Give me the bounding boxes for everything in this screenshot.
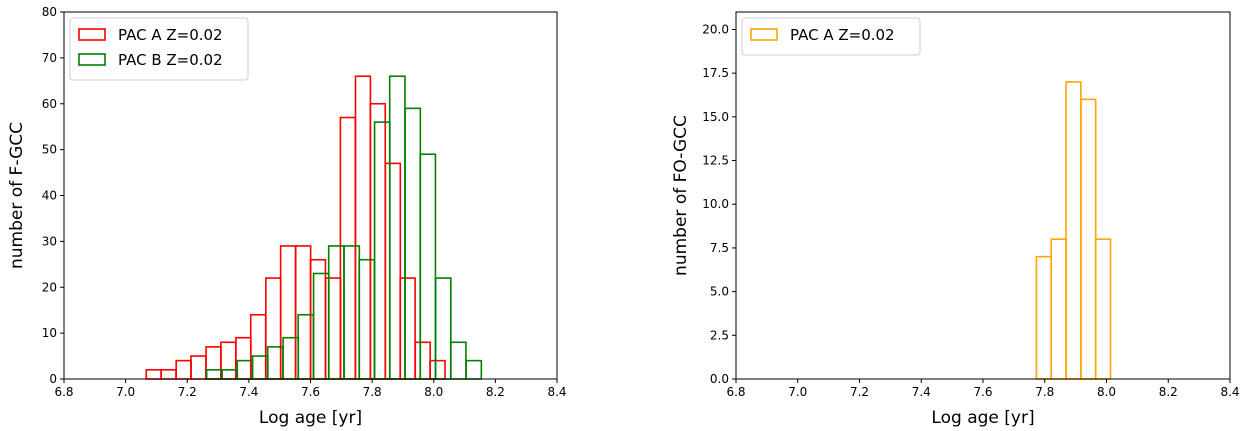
- bar: [414, 341, 432, 380]
- x-tick-label: 7.4: [912, 385, 931, 399]
- bar: [1035, 255, 1053, 380]
- bar: [327, 245, 345, 380]
- y-tick-label: 40: [42, 189, 57, 203]
- bar: [339, 116, 357, 380]
- x-tick-label: 7.0: [116, 385, 135, 399]
- x-tick-label: 7.6: [301, 385, 320, 399]
- bar: [1080, 98, 1097, 380]
- bar: [358, 258, 376, 380]
- bar: [205, 369, 223, 380]
- y-tick-label: 30: [42, 234, 57, 248]
- y-tick-label: 70: [42, 51, 57, 65]
- chart-right: 6.8 7.0 7.2 7.4 7.6 7.8 8.0 8.2 8.4 0.0 2.5 5.0 7.5 1…: [671, 11, 1240, 428]
- series-0: [1035, 81, 1112, 380]
- legend-label: PAC A Z=0.02: [790, 26, 895, 44]
- x-tick-label: 7.2: [850, 385, 869, 399]
- y-tick-label: 5.0: [710, 285, 729, 299]
- x-tick-label: 7.0: [788, 385, 807, 399]
- bar: [404, 107, 422, 380]
- y-tick-label: 15.0: [702, 110, 729, 124]
- y-tick-label: 60: [42, 97, 57, 111]
- y-tick-label: 80: [42, 5, 57, 19]
- bar: [429, 359, 446, 380]
- bar: [449, 341, 467, 380]
- x-axis-label: Log age [yr]: [931, 408, 1034, 428]
- y-tick-label: 10.0: [702, 197, 729, 211]
- bar: [465, 359, 483, 380]
- chart-left: 6.8 7.0 7.2 7.4 7.6 7.8 8.0 8.2 8.4 0 10 20 30 40 50 60…: [7, 5, 567, 428]
- y-tick-label: 50: [42, 143, 57, 157]
- bar: [399, 277, 416, 380]
- bar: [324, 277, 342, 380]
- y-tick-label: 12.5: [702, 154, 729, 168]
- y-tick-label: 2.5: [710, 328, 729, 342]
- x-tick-label: 8.0: [424, 385, 443, 399]
- bar: [160, 369, 177, 380]
- bar: [1050, 238, 1067, 380]
- bar: [434, 277, 452, 380]
- y-tick-label: 10: [42, 326, 57, 340]
- x-tick-label: 7.6: [973, 385, 992, 399]
- bar: [205, 346, 222, 380]
- y-tick-label: 17.5: [702, 66, 729, 80]
- series-0: [145, 75, 446, 380]
- y-tick-label: 20: [42, 280, 57, 294]
- x-tick-label: 8.2: [1159, 385, 1178, 399]
- bar: [343, 245, 361, 380]
- bar: [1094, 238, 1112, 380]
- legend: PAC A Z=0.02: [741, 17, 921, 56]
- y-axis-label: number of F-GCC: [7, 122, 27, 269]
- bar: [354, 75, 372, 380]
- bar: [312, 272, 330, 380]
- bar: [384, 162, 402, 380]
- bar: [145, 369, 163, 380]
- legend-label: PAC A Z=0.02: [118, 26, 223, 44]
- x-tick-label: 7.8: [1035, 385, 1054, 399]
- x-tick-label: 8.4: [547, 385, 566, 399]
- plot-frame: [735, 11, 1231, 380]
- bar: [220, 341, 237, 380]
- y-tick-label: 7.5: [710, 241, 729, 255]
- legend-box: [741, 17, 921, 56]
- y-tick-label: 0: [49, 372, 57, 386]
- x-axis-label: Log age [yr]: [259, 408, 362, 428]
- x-tick-label: 7.8: [363, 385, 382, 399]
- bar: [175, 359, 192, 380]
- bar: [369, 102, 387, 380]
- x-tick-label: 8.0: [1097, 385, 1116, 399]
- bar: [419, 153, 437, 380]
- bar: [190, 355, 207, 380]
- x-tick-label: 8.2: [486, 385, 505, 399]
- legend: PAC A Z=0.02 PAC B Z=0.02: [69, 17, 249, 81]
- legend-swatch: [750, 28, 778, 41]
- series-1: [205, 75, 483, 380]
- x-tick-label: 8.4: [1220, 385, 1239, 399]
- x-tick-label: 7.2: [178, 385, 197, 399]
- x-tick-label: 7.4: [239, 385, 258, 399]
- legend-swatch: [78, 53, 106, 66]
- bar: [388, 75, 406, 380]
- legend-swatch: [78, 28, 106, 41]
- x-tick-label: 6.8: [726, 385, 745, 399]
- bar: [1065, 81, 1082, 380]
- bar: [373, 121, 391, 380]
- legend-label: PAC B Z=0.02: [118, 51, 223, 69]
- bar: [235, 336, 252, 380]
- x-tick-label: 6.8: [54, 385, 73, 399]
- y-tick-label: 20.0: [702, 22, 729, 36]
- y-tick-label: 0.0: [710, 372, 729, 386]
- y-axis-label: number of FO-GCC: [671, 115, 691, 276]
- legend-box: [69, 17, 249, 81]
